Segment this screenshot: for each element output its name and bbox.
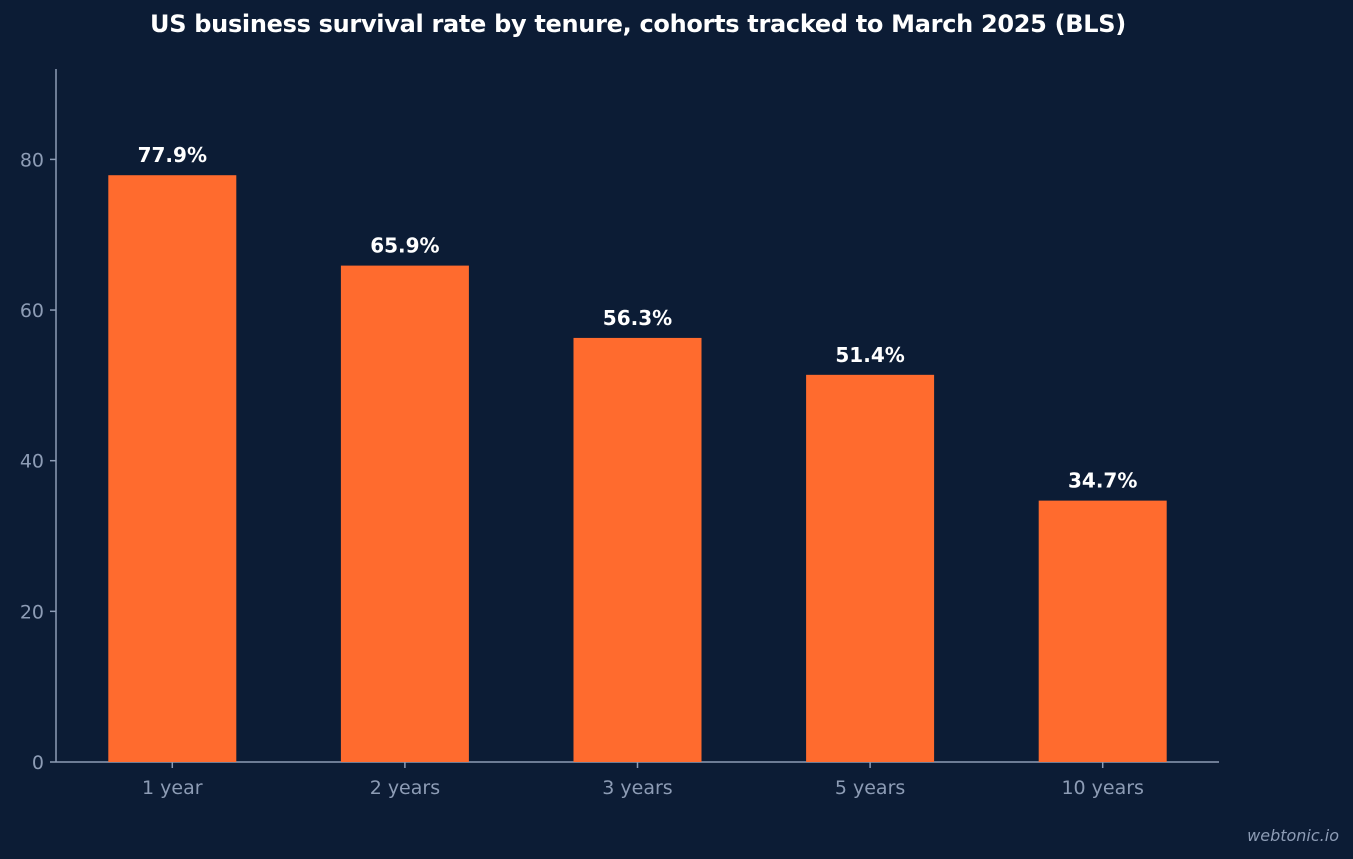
bar-value-label: 51.4% [835, 343, 904, 367]
x-tick-label: 5 years [835, 777, 905, 799]
bar-value-label: 65.9% [370, 234, 439, 258]
bar [1038, 500, 1167, 762]
bar-value-label: 56.3% [603, 306, 672, 330]
bar-value-label: 77.9% [138, 143, 207, 167]
y-tick-label: 40 [20, 451, 44, 473]
bar-value-label: 34.7% [1068, 469, 1137, 493]
y-tick-label: 80 [20, 149, 44, 171]
watermark: webtonic.io [1247, 826, 1339, 845]
x-tick-label: 2 years [370, 777, 440, 799]
y-tick-label: 20 [20, 601, 44, 623]
chart-title: US business survival rate by tenure, coh… [150, 10, 1126, 38]
x-tick-label: 1 year [142, 777, 203, 799]
y-tick-label: 0 [32, 752, 44, 774]
bar [108, 175, 237, 762]
bar [340, 265, 469, 762]
x-tick-label: 10 years [1061, 777, 1144, 799]
x-tick-label: 3 years [602, 777, 672, 799]
bar [806, 374, 935, 762]
bar [573, 337, 702, 762]
y-tick-label: 60 [20, 300, 44, 322]
